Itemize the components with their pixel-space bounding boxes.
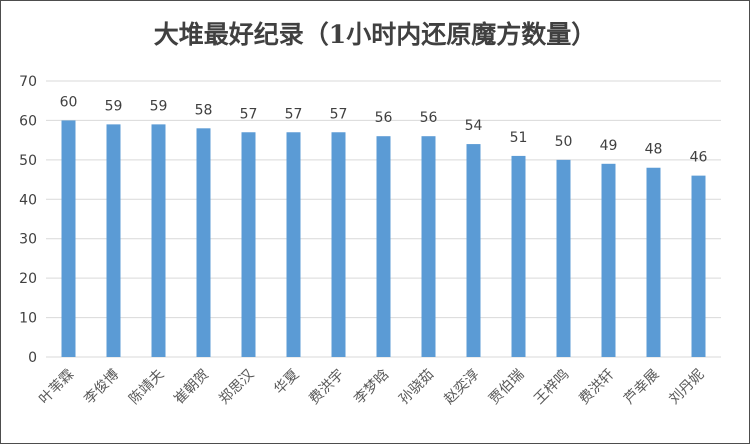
y-axis-ticks: 0 10 20 30 40 50 60 70 [19, 74, 37, 366]
x-tick-label: 刘丹妮 [666, 367, 707, 408]
data-label: 51 [510, 130, 528, 146]
x-tick-label: 孙骁茹 [396, 366, 438, 408]
x-tick-label: 芦幸展 [621, 367, 662, 408]
x-tick-label: 贾伯瑞 [486, 367, 527, 408]
data-label: 46 [690, 150, 708, 166]
bars [61, 120, 706, 357]
x-tick-label: 叶苇霖 [36, 367, 77, 408]
chart-title: 大堆最好纪录（1小时内还原魔方数量） [154, 20, 596, 49]
bar [601, 163, 616, 357]
y-tick-label: 20 [19, 271, 37, 287]
x-tick-label: 华夏 [271, 367, 302, 398]
x-tick-label: 崔朝贺 [171, 367, 212, 408]
data-label: 59 [105, 98, 123, 114]
x-tick-label: 李俊博 [81, 366, 123, 408]
bar [511, 155, 526, 357]
data-label: 56 [375, 110, 393, 126]
data-label: 48 [645, 142, 663, 158]
data-label: 49 [600, 138, 618, 154]
x-tick-label: 郑思汉 [216, 367, 257, 408]
bar [241, 132, 256, 357]
x-tick-label: 费洪轩 [576, 367, 617, 408]
y-tick-label: 30 [19, 232, 37, 248]
data-label: 50 [555, 134, 573, 150]
bar [106, 124, 121, 357]
y-tick-label: 10 [19, 311, 37, 327]
bar [556, 159, 571, 357]
data-label: 57 [330, 106, 348, 122]
y-tick-label: 70 [19, 74, 37, 90]
x-tick-label: 费洪宇 [306, 367, 347, 408]
data-label: 58 [195, 102, 213, 118]
bar [61, 120, 76, 357]
data-label: 57 [240, 106, 258, 122]
bar [331, 132, 346, 357]
data-label: 59 [150, 98, 168, 114]
x-tick-label: 赵奕淳 [441, 366, 483, 408]
x-tick-label: 陈靖夫 [126, 366, 168, 408]
bar [646, 167, 661, 357]
data-label: 57 [285, 106, 303, 122]
bar [466, 144, 481, 357]
y-tick-label: 0 [28, 350, 37, 366]
x-tick-label: 王梓鸣 [531, 366, 573, 408]
y-tick-label: 50 [19, 153, 37, 169]
x-tick-label: 李梦晗 [351, 366, 393, 408]
data-label: 60 [60, 94, 78, 110]
x-axis-labels: 叶苇霖 李俊博 陈靖夫 崔朝贺 郑思汉 华夏 费洪宇 李梦晗 孙骁茹 赵奕淳 贾伯瑞 王梓鸣 费洪轩 芦幸… [36, 366, 707, 408]
bar [286, 132, 301, 357]
data-label: 54 [465, 118, 483, 134]
bar [421, 136, 436, 357]
y-tick-label: 60 [19, 113, 37, 129]
bar [151, 124, 166, 357]
bar [376, 136, 391, 357]
bar [196, 128, 211, 357]
y-tick-label: 40 [19, 192, 37, 208]
data-label: 56 [420, 110, 438, 126]
bar [691, 175, 706, 357]
data-labels: 60 59 59 58 57 57 57 56 56 54 51 50 49 48 46 [60, 94, 708, 165]
